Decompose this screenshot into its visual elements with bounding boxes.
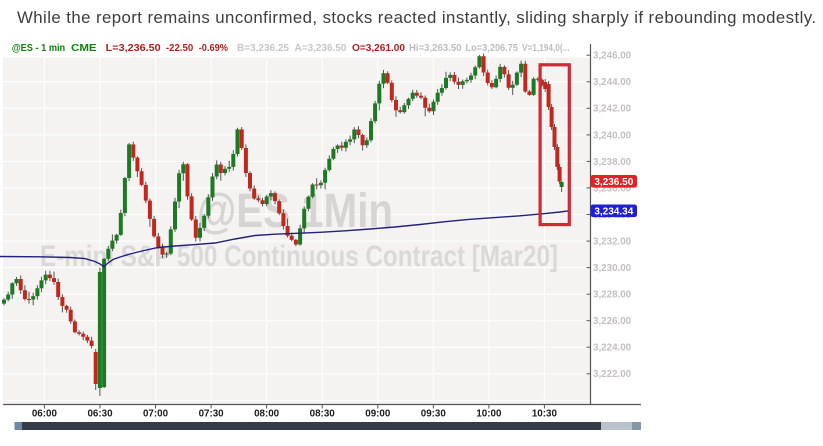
svg-text:V=1,194,0(...: V=1,194,0(... xyxy=(522,43,570,54)
svg-text:08:30: 08:30 xyxy=(310,409,336,420)
svg-text:3,224.00: 3,224.00 xyxy=(593,343,632,354)
svg-text:O=3,261.00: O=3,261.00 xyxy=(352,43,405,54)
svg-text:08:00: 08:00 xyxy=(254,409,280,420)
svg-text:3,234.34: 3,234.34 xyxy=(594,206,633,217)
svg-text:3,236.00: 3,236.00 xyxy=(593,183,632,194)
svg-text:While the report remains uncon: While the report remains unconfirmed, st… xyxy=(17,8,816,27)
svg-text:06:30: 06:30 xyxy=(87,409,113,420)
svg-text:07:00: 07:00 xyxy=(143,409,169,420)
svg-text:10:00: 10:00 xyxy=(476,409,502,420)
svg-text:B=3,236.25: B=3,236.25 xyxy=(237,43,289,54)
svg-text:3,244.00: 3,244.00 xyxy=(593,77,632,88)
svg-text:3,226.00: 3,226.00 xyxy=(593,316,632,327)
svg-text:3,228.00: 3,228.00 xyxy=(593,290,632,301)
svg-text:@ES - 1 min: @ES - 1 min xyxy=(12,43,65,54)
svg-text:09:30: 09:30 xyxy=(421,409,447,420)
svg-text:3,230.00: 3,230.00 xyxy=(593,263,632,274)
svg-text:3,246.00: 3,246.00 xyxy=(593,51,632,62)
svg-text:3,236.50: 3,236.50 xyxy=(594,177,633,188)
svg-text:3,242.00: 3,242.00 xyxy=(593,104,632,115)
svg-text:-22.50: -22.50 xyxy=(166,43,194,54)
svg-text:3,238.00: 3,238.00 xyxy=(593,157,632,168)
svg-text:07:30: 07:30 xyxy=(199,409,225,420)
svg-text:10:30: 10:30 xyxy=(532,409,558,420)
svg-text:3,232.00: 3,232.00 xyxy=(593,237,632,248)
svg-text:A=3,236.50: A=3,236.50 xyxy=(295,43,347,54)
svg-text:-0.69%: -0.69% xyxy=(199,43,228,54)
svg-text:L=3,236.50: L=3,236.50 xyxy=(106,43,161,54)
svg-text:3,222.00: 3,222.00 xyxy=(593,369,632,380)
svg-text:Lo=3,206.75: Lo=3,206.75 xyxy=(466,43,519,54)
svg-text:06:00: 06:00 xyxy=(32,409,58,420)
svg-text:3,240.00: 3,240.00 xyxy=(593,130,632,141)
svg-text:Hi=3,263.50: Hi=3,263.50 xyxy=(409,43,462,54)
svg-text:CME: CME xyxy=(71,43,97,54)
svg-text:E-mini S&P 500 Continuous Cont: E-mini S&P 500 Continuous Contract [Mar2… xyxy=(40,240,558,273)
svg-text:09:00: 09:00 xyxy=(365,409,391,420)
